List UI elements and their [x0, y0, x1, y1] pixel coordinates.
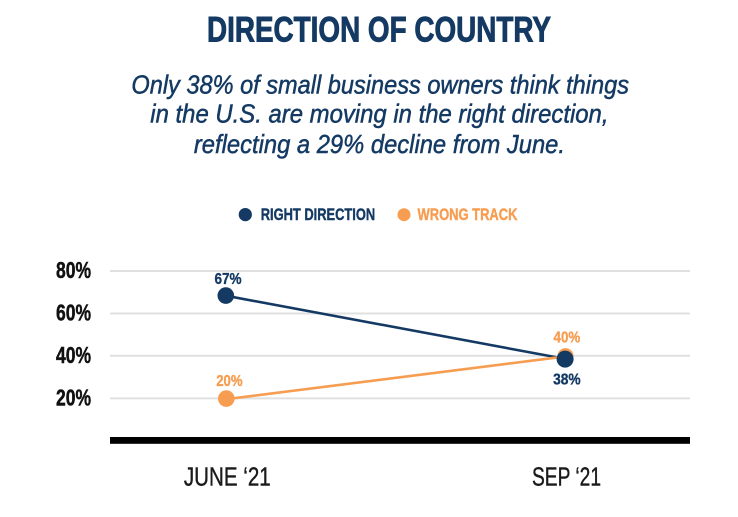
- svg-text:WRONG TRACK: WRONG TRACK: [418, 206, 518, 224]
- svg-text:in the U.S. are moving in the: in the U.S. are moving in the right dire…: [150, 99, 608, 129]
- svg-text:38%: 38%: [553, 371, 581, 388]
- svg-text:80%: 80%: [56, 257, 91, 283]
- svg-text:40%: 40%: [554, 330, 581, 347]
- svg-text:20%: 20%: [216, 373, 242, 390]
- svg-text:reflecting a 29% decline from: reflecting a 29% decline from June.: [194, 129, 565, 159]
- svg-text:Only 38% of small business own: Only 38% of small business owners think …: [131, 70, 629, 100]
- svg-text:DIRECTION OF COUNTRY: DIRECTION OF COUNTRY: [207, 11, 551, 50]
- svg-text:RIGHT DIRECTION: RIGHT DIRECTION: [261, 206, 376, 224]
- svg-text:20%: 20%: [56, 385, 91, 411]
- svg-text:60%: 60%: [56, 300, 91, 326]
- svg-text:JUNE ‘21: JUNE ‘21: [184, 462, 271, 492]
- svg-text:SEP ‘21: SEP ‘21: [532, 462, 601, 492]
- svg-text:40%: 40%: [56, 342, 91, 368]
- svg-text:67%: 67%: [214, 271, 241, 288]
